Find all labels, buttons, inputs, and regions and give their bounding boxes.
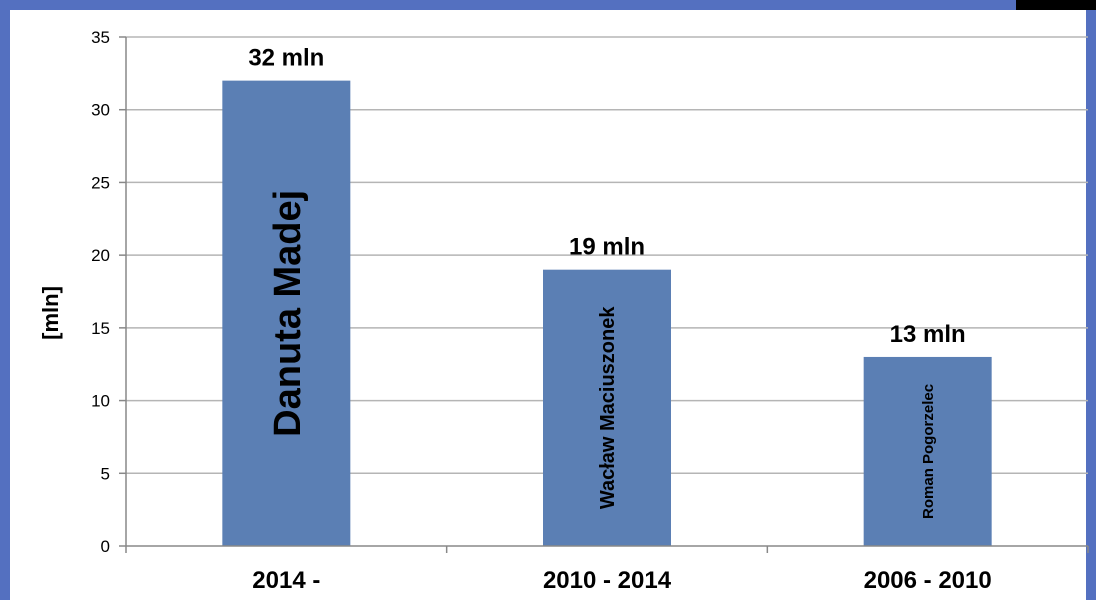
data-label: 13 mln bbox=[890, 321, 966, 348]
y-tick-label: 5 bbox=[101, 464, 110, 483]
y-tick-label: 0 bbox=[101, 537, 110, 556]
corner-block bbox=[1016, 0, 1096, 10]
bar bbox=[543, 269, 671, 546]
y-tick-label: 25 bbox=[91, 173, 110, 192]
bars: 32 mln 2014 - Danuta Madej 19 mln 2010 - 201… bbox=[222, 45, 992, 594]
x-tick-label: 2006 - 2010 bbox=[864, 567, 992, 594]
bar-name-label: Wacław Maciuszonek bbox=[597, 306, 619, 510]
data-label: 19 mln bbox=[569, 234, 645, 261]
y-axis-label: [mln] bbox=[38, 286, 63, 340]
bar bbox=[863, 356, 992, 546]
bar-name-label: Roman Pogorzelec bbox=[920, 384, 937, 519]
y-tick-label: 10 bbox=[91, 392, 110, 411]
y-tick-label: 20 bbox=[91, 246, 110, 265]
axes bbox=[125, 37, 1089, 553]
x-tick-label: 2014 - bbox=[252, 567, 320, 594]
y-tick-label: 15 bbox=[91, 319, 110, 338]
y-tick-label: 35 bbox=[91, 28, 110, 47]
bar-name-label: Danuta Madej bbox=[267, 190, 309, 437]
bar bbox=[222, 80, 351, 546]
y-tick-label: 30 bbox=[91, 101, 110, 120]
y-axis-ticks: 0 5 10 15 20 25 30 35 bbox=[91, 28, 126, 556]
x-tick-label: 2010 - 2014 bbox=[543, 567, 672, 594]
data-label: 32 mln bbox=[248, 45, 324, 72]
